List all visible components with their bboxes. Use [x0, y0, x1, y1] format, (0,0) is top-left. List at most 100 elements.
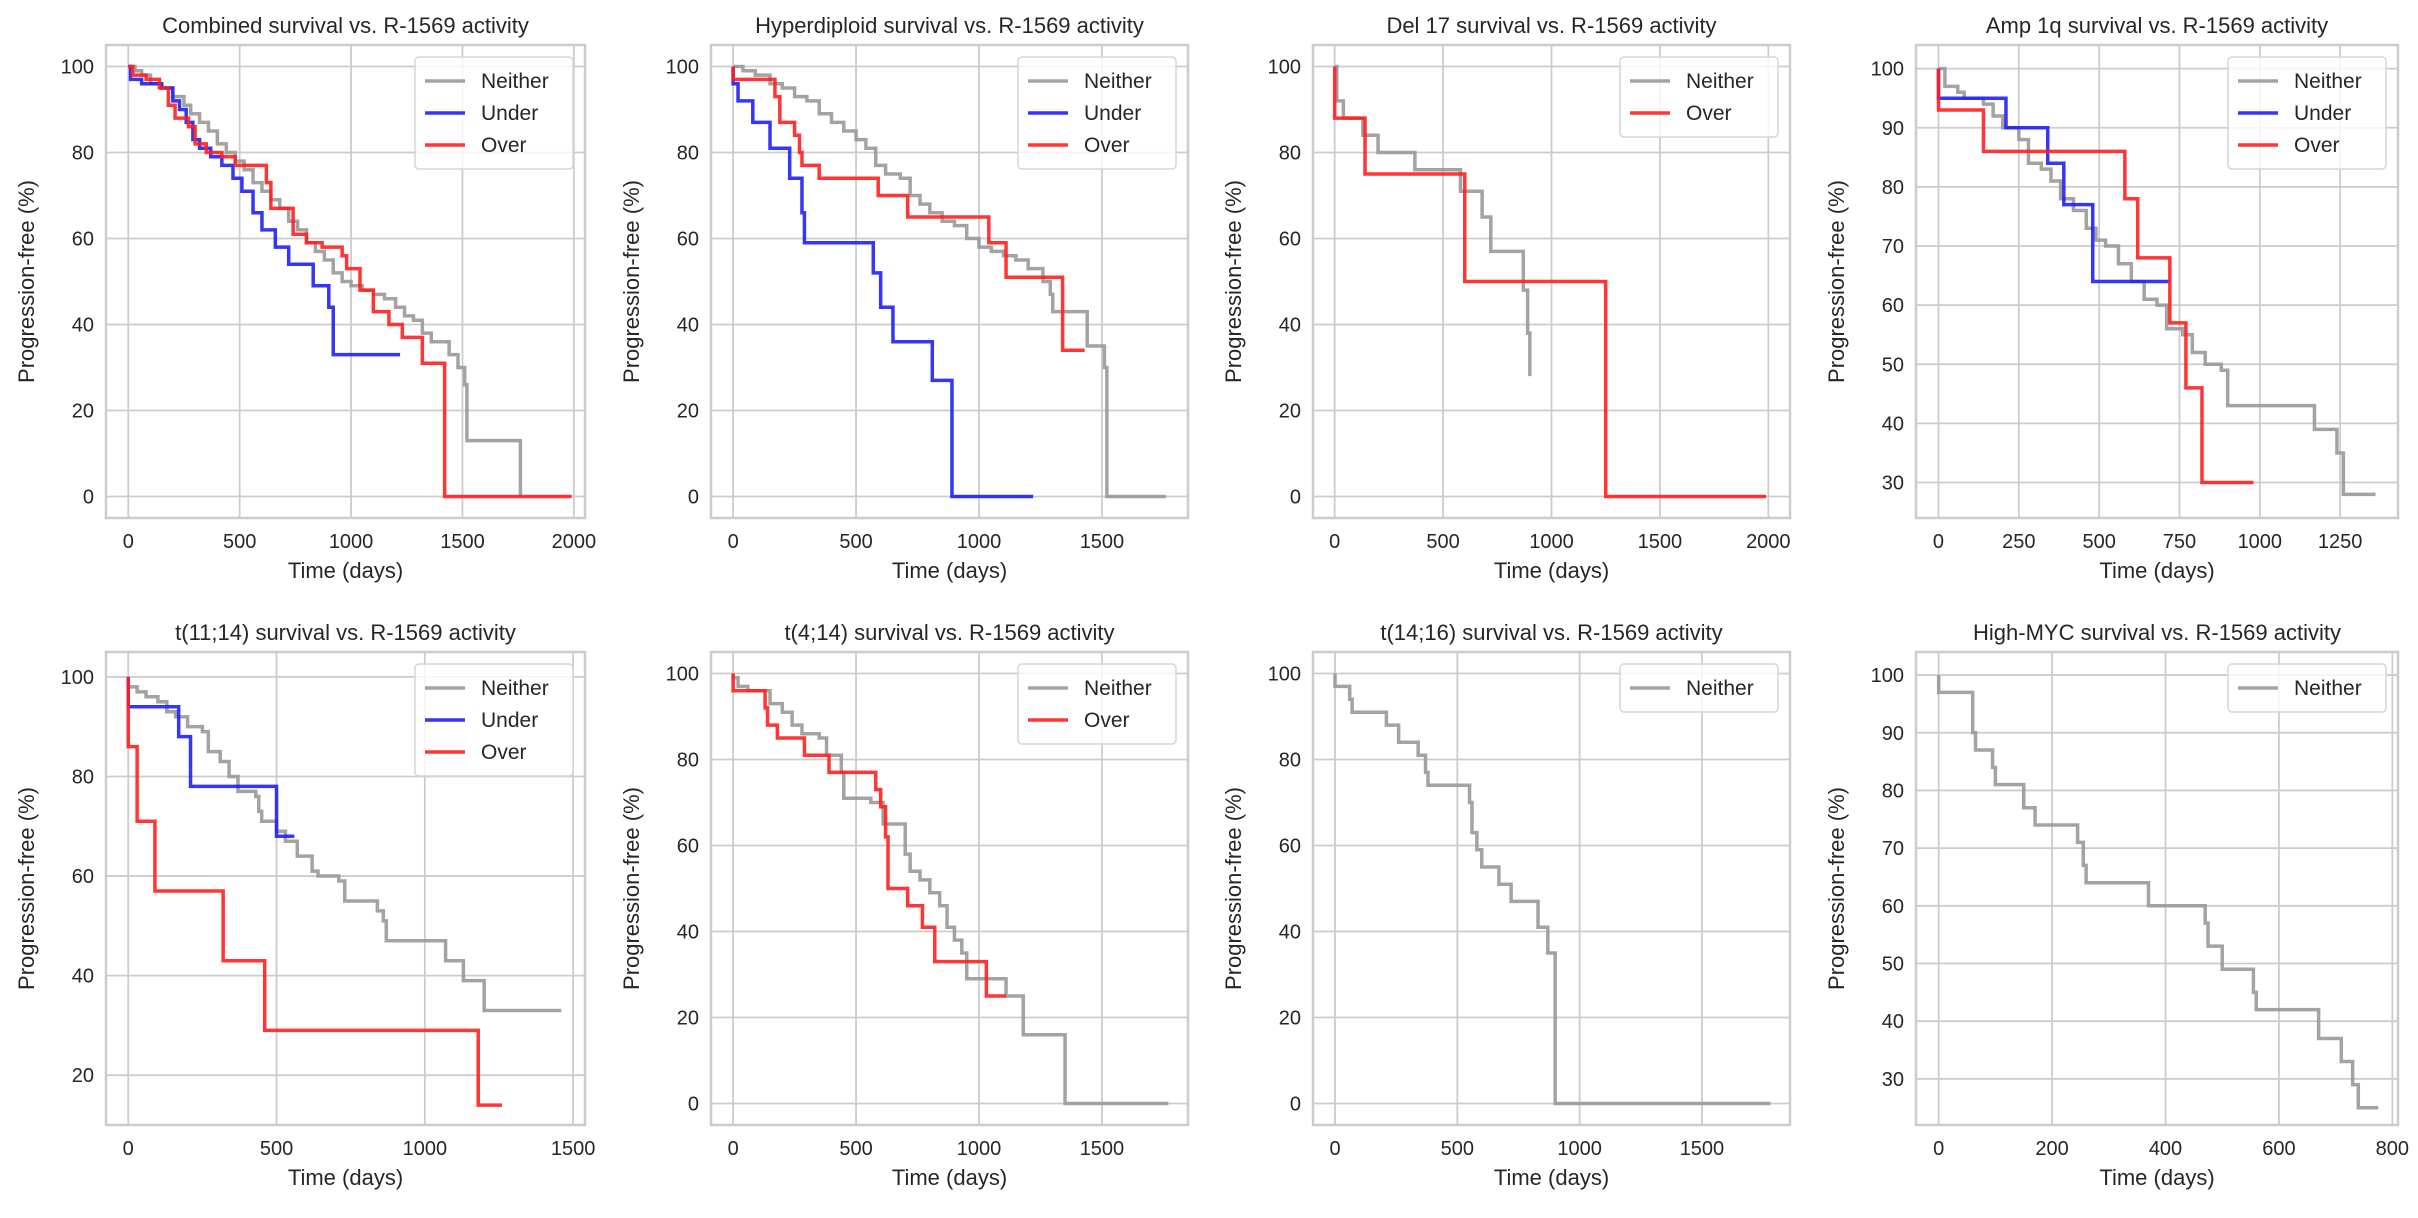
series-line-neither [1333, 673, 1771, 1106]
y-tick-label: 50 [1882, 953, 1904, 975]
x-tick-label: 1500 [1680, 1138, 1725, 1160]
y-tick-label: 60 [1882, 295, 1904, 317]
y-tick-label: 80 [72, 143, 94, 165]
y-tick-label: 100 [61, 667, 94, 689]
legend-box [414, 663, 574, 777]
axes-frame [1311, 650, 1792, 1127]
chart-title: Amp 1q survival vs. R-1569 activity [1986, 13, 2328, 38]
series-line-under [126, 676, 295, 838]
series-line-over [1936, 68, 2254, 485]
x-tick-label: 800 [2376, 1138, 2409, 1160]
subplot-1: 0 500 1000 1500 2000 0 20 40 60 80 100 Combined sur… [14, 13, 596, 583]
legend-label: Under [481, 102, 538, 125]
x-tick-label: 750 [2163, 531, 2196, 553]
legend-label: Neither [1686, 677, 1754, 700]
series-line-neither [1938, 66, 2376, 497]
y-tick-label: 20 [72, 401, 94, 423]
x-tick-label: 0 [123, 531, 134, 553]
y-tick-label: 20 [1279, 1008, 1301, 1030]
x-tick-label: 1250 [2318, 531, 2363, 553]
x-tick-label: 250 [2002, 531, 2035, 553]
axes-frame [1914, 650, 2400, 1127]
y-tick-label: 80 [1882, 780, 1904, 802]
x-axis-label: Time (days) [288, 558, 403, 583]
legend: Neither [1619, 663, 1779, 713]
legend-label: Over [2294, 134, 2340, 157]
legend-label: Neither [481, 677, 549, 700]
y-tick-label: 60 [1279, 229, 1301, 251]
x-tick-label: 1000 [329, 531, 374, 553]
y-tick-label: 80 [1882, 177, 1904, 199]
y-tick-label: 40 [677, 315, 699, 337]
x-tick-label: 1500 [551, 1138, 596, 1160]
y-tick-label: 40 [72, 315, 94, 337]
y-tick-label: 40 [1279, 922, 1301, 944]
y-tick-label: 70 [1882, 236, 1904, 258]
legend-label: Over [1084, 134, 1130, 157]
y-tick-label: 60 [1279, 836, 1301, 858]
x-axis-label: Time (days) [892, 1165, 1007, 1190]
x-tick-label: 2000 [552, 531, 597, 553]
y-tick-label: 20 [72, 1065, 94, 1087]
legend: Neither Under Over [414, 663, 574, 777]
y-tick-label: 100 [666, 664, 699, 686]
y-axis-label: Progression-free (%) [14, 180, 39, 383]
y-tick-label: 0 [1290, 1094, 1301, 1116]
x-tick-label: 500 [260, 1138, 293, 1160]
y-tick-label: 40 [677, 922, 699, 944]
x-tick-label: 0 [1329, 531, 1340, 553]
y-tick-label: 40 [1279, 315, 1301, 337]
y-axis-label: Progression-free (%) [1221, 180, 1246, 383]
legend-label: Under [2294, 102, 2351, 125]
x-axis-label: Time (days) [1494, 558, 1609, 583]
chart-title: Del 17 survival vs. R-1569 activity [1386, 13, 1716, 38]
y-tick-label: 40 [72, 966, 94, 988]
y-tick-label: 80 [72, 766, 94, 788]
x-axis-label: Time (days) [1494, 1165, 1609, 1190]
legend-box [2227, 663, 2387, 713]
subplot-3: 0 500 1000 1500 2000 0 20 40 60 80 100 Del 17 survi… [1221, 13, 1792, 583]
x-axis-label: Time (days) [892, 558, 1007, 583]
y-tick-label: 100 [1268, 664, 1301, 686]
x-axis-label: Time (days) [288, 1165, 403, 1190]
series-line-over [128, 64, 572, 499]
y-tick-label: 80 [1279, 143, 1301, 165]
series-line-neither [128, 64, 523, 497]
legend-label: Over [1084, 709, 1130, 732]
y-tick-label: 20 [677, 401, 699, 423]
subplot-4: 0 250 500 750 1000 1250 30 40 50 60 70 80 90 100 Amp 1… [1824, 13, 2400, 583]
y-tick-label: 100 [1871, 59, 1904, 81]
chart-title: t(11;14) survival vs. R-1569 activity [175, 620, 516, 645]
y-tick-label: 30 [1882, 1069, 1904, 1091]
y-tick-label: 60 [1882, 896, 1904, 918]
legend-box [1619, 663, 1779, 713]
legend-box [1619, 56, 1779, 138]
y-tick-label: 0 [688, 1094, 699, 1116]
legend-label: Over [1686, 102, 1732, 125]
legend: Neither Under Over [414, 56, 574, 170]
legend-label: Neither [2294, 677, 2362, 700]
y-tick-label: 100 [1871, 665, 1904, 687]
y-tick-label: 80 [677, 750, 699, 772]
x-tick-label: 1000 [403, 1138, 448, 1160]
y-tick-label: 0 [688, 487, 699, 509]
y-tick-label: 90 [1882, 723, 1904, 745]
y-tick-label: 0 [83, 487, 94, 509]
x-tick-label: 500 [2082, 531, 2115, 553]
legend: Neither Under Over [2227, 56, 2387, 170]
series-line-neither [1334, 64, 1532, 377]
chart-title: t(4;14) survival vs. R-1569 activity [784, 620, 1114, 645]
y-tick-label: 50 [1882, 354, 1904, 376]
y-tick-label: 100 [1268, 57, 1301, 79]
y-tick-label: 60 [72, 866, 94, 888]
y-tick-label: 80 [677, 143, 699, 165]
legend-label: Neither [1084, 677, 1152, 700]
y-tick-label: 60 [677, 836, 699, 858]
series-line-neither [733, 64, 1166, 499]
y-tick-label: 20 [1279, 401, 1301, 423]
legend: Neither Under Over [1017, 56, 1177, 170]
y-tick-label: 40 [1882, 413, 1904, 435]
y-axis-label: Progression-free (%) [619, 180, 644, 383]
subplot-6: 0 500 1000 1500 0 20 40 60 80 100 t(4;14) survival… [619, 620, 1190, 1190]
